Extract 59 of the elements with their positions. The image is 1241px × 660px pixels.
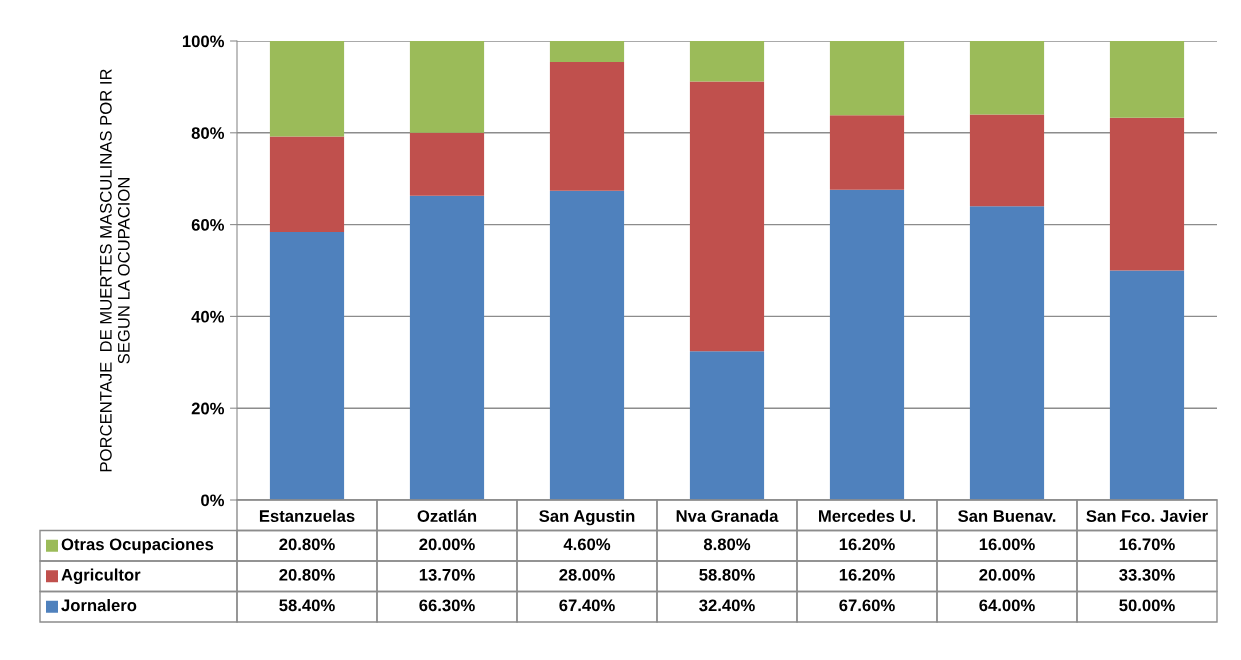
bar	[969, 41, 1045, 115]
bar	[549, 190, 625, 500]
bar	[269, 41, 345, 137]
data-label: 13.70%	[419, 568, 475, 581]
legend-label: Jornalero	[61, 598, 137, 612]
data-label: 67.40%	[559, 599, 615, 612]
x-tick-label: Mercedes U.	[819, 509, 915, 522]
y-axis-title: PORCENTAJE DE MUERTES MASCULINAS POR IR SEGUN LA OCUPACION	[99, 69, 130, 472]
bar	[269, 231, 345, 500]
legend-label: Otras Ocupaciones	[61, 537, 214, 554]
bar	[269, 136, 345, 232]
bar	[829, 189, 905, 500]
bar	[969, 114, 1045, 207]
y-tick-label: 60%	[191, 219, 225, 231]
data-label: 16.20%	[839, 568, 895, 581]
data-label: 20.00%	[979, 568, 1035, 581]
data-label: 20.80%	[279, 568, 335, 581]
x-tick-label: Ozatlán	[417, 509, 477, 522]
bar	[1109, 270, 1185, 500]
y-tick-label: 40%	[191, 310, 225, 323]
bar	[409, 132, 485, 196]
x-tick-label: San Agustin	[539, 509, 635, 526]
bar	[549, 41, 625, 63]
bar	[689, 41, 765, 82]
bar	[409, 41, 485, 133]
data-label: 28.00%	[559, 568, 615, 581]
bar	[549, 62, 625, 191]
y-tick-label: 100%	[182, 35, 225, 48]
y-tick-label: 0%	[201, 494, 225, 507]
bar	[1109, 41, 1185, 118]
data-label: 50.00%	[1119, 599, 1175, 612]
bar	[1109, 117, 1185, 271]
bar	[829, 115, 905, 190]
x-tick-label: San Fco. Javier	[1086, 509, 1208, 522]
data-label: 66.30%	[419, 599, 475, 612]
y-tick-label: 80%	[191, 127, 225, 139]
data-label: 32.40%	[699, 599, 755, 612]
data-label: 58.40%	[279, 599, 335, 612]
data-label: 4.60%	[563, 538, 611, 551]
legend-label: Agricultor	[61, 568, 141, 585]
bar	[689, 81, 765, 352]
data-label: 20.00%	[419, 538, 475, 551]
data-label: 16.00%	[979, 538, 1035, 551]
data-label: 58.80%	[699, 568, 755, 581]
y-tick-label: 20%	[191, 402, 225, 415]
bar	[969, 206, 1045, 500]
data-label: 20.80%	[279, 538, 335, 551]
bar	[829, 41, 905, 116]
data-label: 16.70%	[1119, 538, 1175, 551]
data-label: 33.30%	[1119, 568, 1175, 581]
data-label: 8.80%	[703, 538, 751, 551]
data-label: 64.00%	[979, 599, 1035, 612]
data-label: 16.20%	[839, 538, 895, 551]
bar	[689, 351, 765, 500]
data-label: 67.60%	[839, 599, 895, 612]
bar	[409, 195, 485, 500]
x-tick-label: Estanzuelas	[259, 509, 355, 522]
x-tick-label: Nva Granada	[676, 509, 779, 522]
x-tick-label: San Buenav.	[958, 510, 1056, 522]
